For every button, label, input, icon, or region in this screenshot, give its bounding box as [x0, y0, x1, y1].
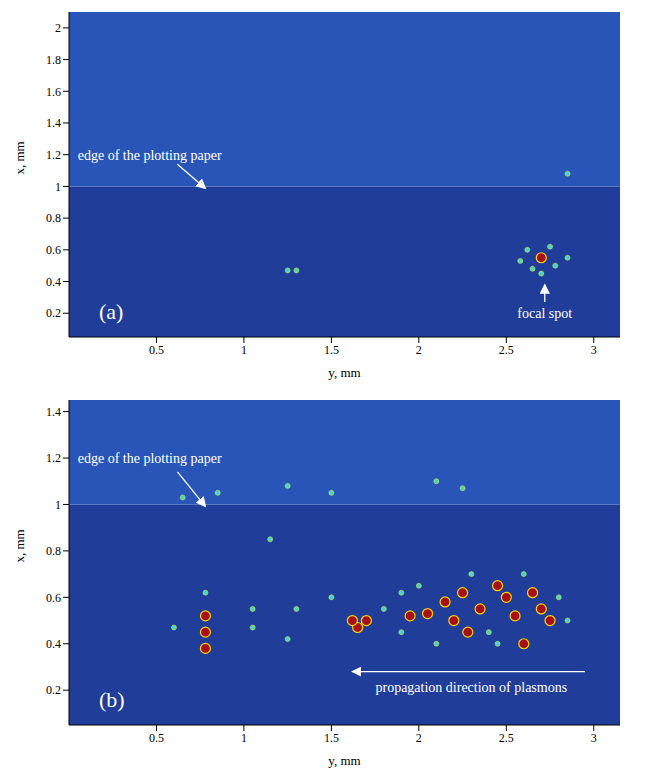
svg-text:0.5: 0.5: [149, 731, 164, 745]
svg-text:x, mm: x, mm: [12, 141, 27, 174]
svg-text:1.8: 1.8: [46, 53, 61, 67]
svg-text:1.2: 1.2: [46, 451, 61, 465]
svg-text:2.5: 2.5: [499, 731, 514, 745]
svg-text:0.2: 0.2: [46, 683, 61, 697]
svg-text:0.5: 0.5: [149, 343, 164, 357]
svg-text:edge of the plotting paper: edge of the plotting paper: [78, 451, 222, 466]
svg-text:3: 3: [591, 343, 597, 357]
svg-text:y, mm: y, mm: [328, 753, 360, 768]
svg-text:0.4: 0.4: [46, 275, 61, 289]
svg-text:1.2: 1.2: [46, 148, 61, 162]
svg-text:0.6: 0.6: [46, 591, 61, 605]
svg-text:edge of the plotting paper: edge of the plotting paper: [78, 148, 222, 163]
svg-text:0.8: 0.8: [46, 544, 61, 558]
svg-text:(a): (a): [99, 299, 123, 324]
svg-text:1.4: 1.4: [46, 405, 61, 419]
svg-text:1: 1: [241, 343, 247, 357]
svg-text:2: 2: [416, 343, 422, 357]
svg-text:3: 3: [591, 731, 597, 745]
svg-text:2.5: 2.5: [499, 343, 514, 357]
svg-text:0.6: 0.6: [46, 243, 61, 257]
svg-text:1: 1: [55, 180, 61, 194]
svg-text:1.5: 1.5: [324, 343, 339, 357]
svg-text:1: 1: [241, 731, 247, 745]
svg-text:y, mm: y, mm: [328, 365, 360, 380]
svg-text:1.5: 1.5: [324, 731, 339, 745]
svg-text:0.2: 0.2: [46, 306, 61, 320]
svg-text:1: 1: [55, 498, 61, 512]
svg-text:1.4: 1.4: [46, 116, 61, 130]
svg-text:1.6: 1.6: [46, 85, 61, 99]
svg-text:focal spot: focal spot: [517, 306, 572, 321]
svg-text:propagation direction of plasm: propagation direction of plasmons: [375, 680, 567, 695]
svg-text:0.4: 0.4: [46, 637, 61, 651]
svg-text:(b): (b): [99, 687, 125, 712]
svg-text:2: 2: [55, 21, 61, 35]
svg-text:x, mm: x, mm: [12, 529, 27, 562]
svg-text:0.8: 0.8: [46, 211, 61, 225]
svg-text:2: 2: [416, 731, 422, 745]
